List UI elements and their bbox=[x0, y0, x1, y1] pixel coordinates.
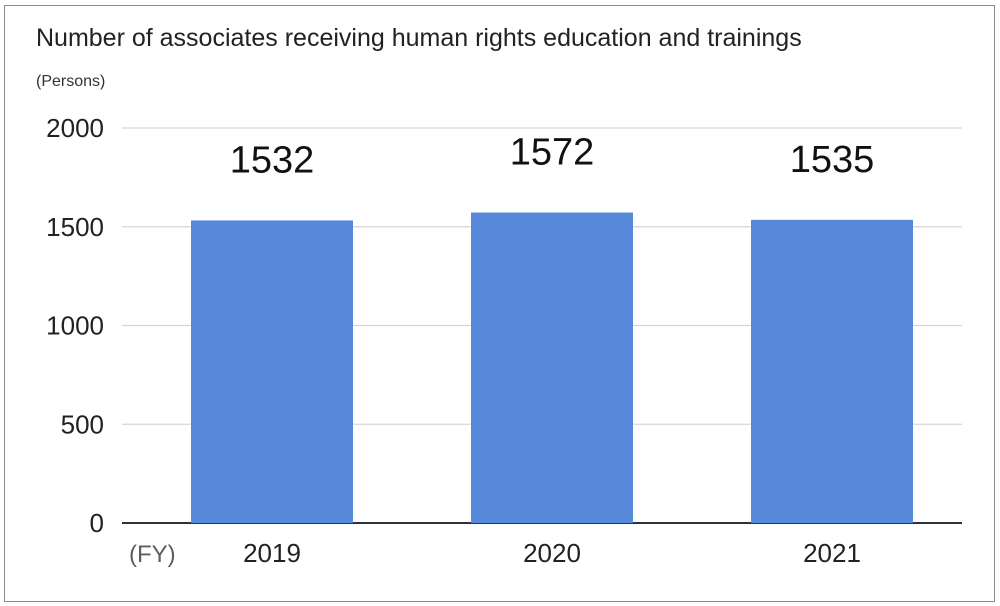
bar-2021 bbox=[751, 219, 913, 523]
y-tick-label: 2000 bbox=[46, 113, 104, 143]
chart-title: Number of associates receiving human rig… bbox=[36, 24, 802, 52]
y-axis-unit-label: (Persons) bbox=[36, 73, 106, 90]
y-tick-label: 0 bbox=[90, 508, 104, 538]
y-tick-labels: 0 500 1000 1500 2000 bbox=[46, 113, 104, 538]
bars bbox=[191, 212, 913, 523]
x-tick-label: 2020 bbox=[523, 538, 581, 568]
x-tick-label: 2019 bbox=[243, 538, 301, 568]
x-tick-labels: 2019 2020 2021 bbox=[243, 538, 861, 568]
y-tick-label: 1500 bbox=[46, 212, 104, 242]
bar-2020 bbox=[471, 212, 633, 523]
y-tick-label: 1000 bbox=[46, 311, 104, 341]
data-label: 1532 bbox=[230, 139, 315, 181]
data-label: 1572 bbox=[510, 132, 595, 174]
data-label: 1535 bbox=[790, 139, 875, 181]
x-axis-unit-label: (FY) bbox=[129, 541, 176, 568]
data-labels: 1532 1572 1535 bbox=[230, 132, 875, 182]
y-tick-label: 500 bbox=[61, 409, 104, 439]
x-tick-label: 2021 bbox=[803, 538, 861, 568]
bar-2019 bbox=[191, 220, 353, 523]
